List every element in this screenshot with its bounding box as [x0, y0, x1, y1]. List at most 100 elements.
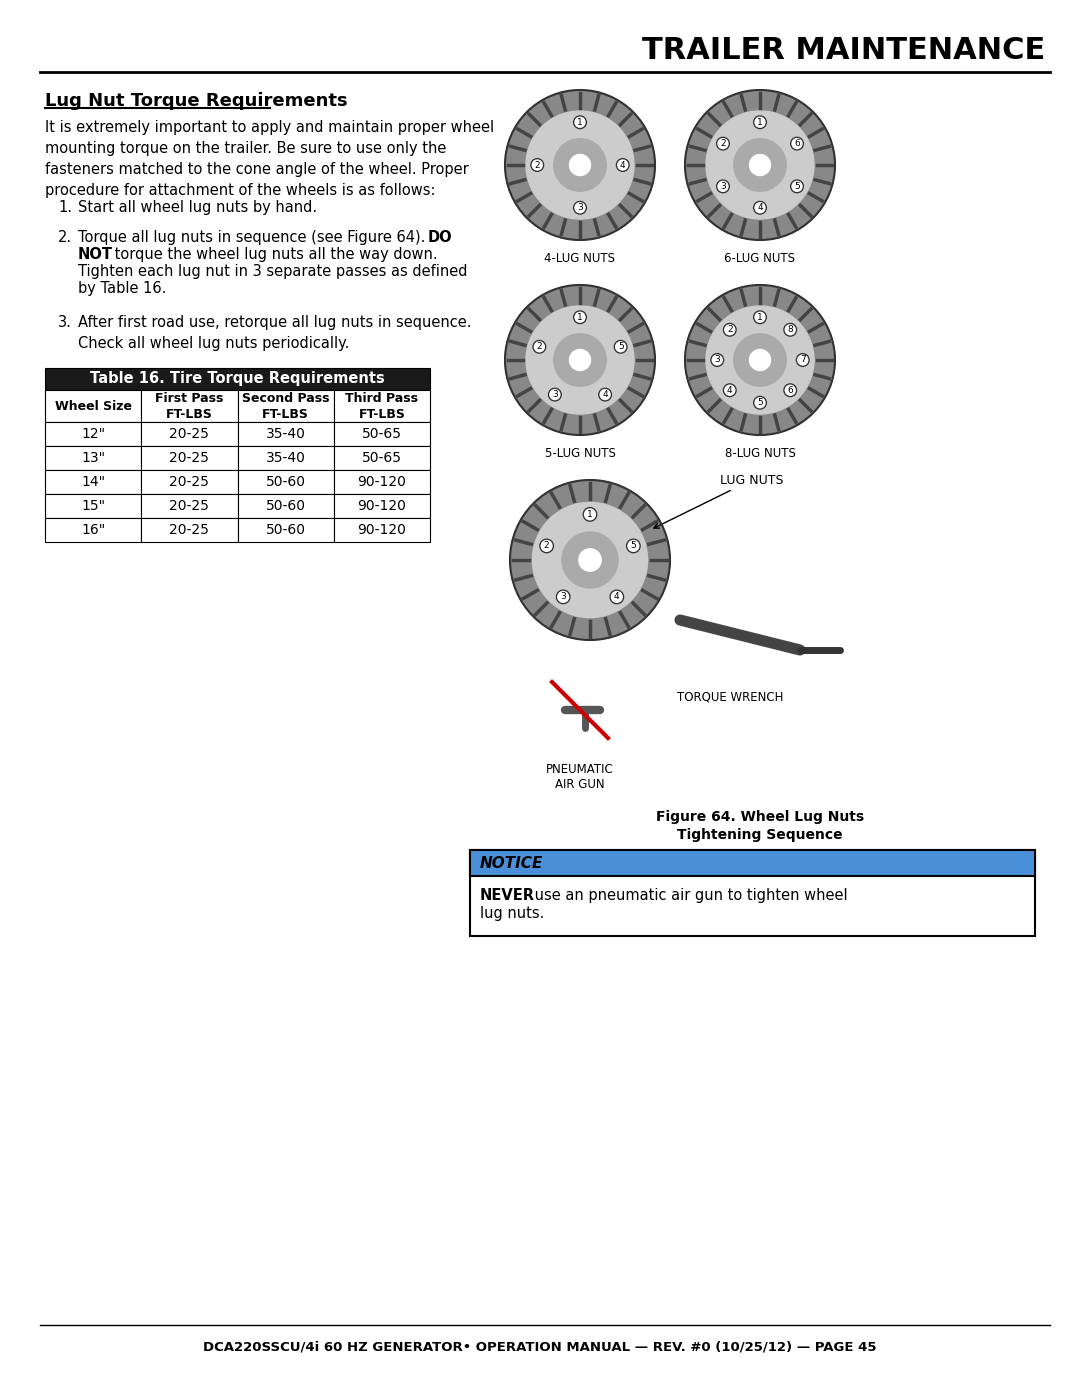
Circle shape: [733, 334, 786, 386]
Circle shape: [685, 285, 835, 434]
FancyBboxPatch shape: [334, 446, 430, 469]
Text: 20-25: 20-25: [170, 451, 210, 465]
Text: 2: 2: [537, 342, 542, 351]
Circle shape: [791, 137, 804, 149]
Text: 20-25: 20-25: [170, 427, 210, 441]
Circle shape: [784, 323, 797, 337]
Circle shape: [573, 312, 586, 324]
Text: by Table 16.: by Table 16.: [78, 281, 166, 296]
Circle shape: [505, 285, 654, 434]
FancyBboxPatch shape: [470, 849, 1035, 936]
Text: 4: 4: [757, 203, 762, 212]
Text: 2.: 2.: [58, 231, 72, 244]
Text: 3: 3: [561, 592, 566, 601]
Text: 2: 2: [727, 326, 732, 334]
Circle shape: [610, 590, 623, 604]
Circle shape: [754, 201, 767, 214]
Circle shape: [750, 155, 770, 176]
Text: DO: DO: [428, 231, 453, 244]
FancyBboxPatch shape: [141, 390, 238, 422]
FancyBboxPatch shape: [141, 518, 238, 542]
Text: Table 16. Tire Torque Requirements: Table 16. Tire Torque Requirements: [90, 372, 384, 387]
Text: After first road use, retorque all lug nuts in sequence.
Check all wheel lug nut: After first road use, retorque all lug n…: [78, 314, 472, 351]
Text: Torque all lug nuts in sequence (see Figure 64).: Torque all lug nuts in sequence (see Fig…: [78, 231, 430, 244]
Text: 90-120: 90-120: [357, 522, 406, 536]
Text: TRAILER MAINTENANCE: TRAILER MAINTENANCE: [642, 36, 1045, 66]
Text: 12": 12": [81, 427, 105, 441]
Circle shape: [706, 306, 814, 414]
FancyBboxPatch shape: [238, 422, 334, 446]
Text: 5: 5: [631, 542, 636, 550]
Text: 4: 4: [727, 386, 732, 395]
FancyBboxPatch shape: [238, 390, 334, 422]
Circle shape: [554, 334, 606, 386]
Text: 15": 15": [81, 499, 105, 513]
FancyBboxPatch shape: [45, 518, 141, 542]
FancyBboxPatch shape: [334, 422, 430, 446]
Text: TORQUE WRENCH: TORQUE WRENCH: [677, 690, 783, 703]
Text: NEVER: NEVER: [480, 888, 535, 902]
Circle shape: [540, 671, 620, 750]
Circle shape: [724, 384, 737, 397]
FancyBboxPatch shape: [334, 495, 430, 518]
Text: NOT: NOT: [78, 247, 113, 263]
Text: 3: 3: [714, 355, 720, 365]
Text: 50-60: 50-60: [266, 499, 306, 513]
Text: 4: 4: [615, 592, 620, 601]
Text: 4-LUG NUTS: 4-LUG NUTS: [544, 251, 616, 265]
FancyBboxPatch shape: [45, 367, 430, 390]
Text: Figure 64. Wheel Lug Nuts
Tightening Sequence: Figure 64. Wheel Lug Nuts Tightening Seq…: [656, 810, 864, 842]
Text: 3.: 3.: [58, 314, 72, 330]
Circle shape: [685, 89, 835, 240]
Text: LUG NUTS: LUG NUTS: [653, 474, 783, 528]
FancyBboxPatch shape: [334, 518, 430, 542]
Text: 16": 16": [81, 522, 105, 536]
Text: 1: 1: [577, 117, 583, 127]
Circle shape: [579, 549, 602, 571]
Text: 35-40: 35-40: [266, 427, 306, 441]
Text: 4: 4: [603, 390, 608, 400]
Circle shape: [526, 110, 634, 219]
Text: lug nuts.: lug nuts.: [480, 907, 544, 921]
Circle shape: [531, 159, 543, 172]
Text: 50-60: 50-60: [266, 522, 306, 536]
Text: 3: 3: [577, 203, 583, 212]
Text: 3: 3: [720, 182, 726, 191]
Text: 6: 6: [787, 386, 793, 395]
Text: Lug Nut Torque Requirements: Lug Nut Torque Requirements: [45, 92, 348, 110]
Circle shape: [717, 137, 729, 149]
Text: Wheel Size: Wheel Size: [55, 400, 132, 412]
Text: It is extremely important to apply and maintain proper wheel
mounting torque on : It is extremely important to apply and m…: [45, 120, 495, 198]
Circle shape: [717, 180, 729, 193]
Text: DCA220SSCU/4i 60 HZ GENERATOR• OPERATION MANUAL — REV. #0 (10/25/12) — PAGE 45: DCA220SSCU/4i 60 HZ GENERATOR• OPERATION…: [203, 1340, 877, 1354]
Text: 90-120: 90-120: [357, 499, 406, 513]
FancyBboxPatch shape: [238, 495, 334, 518]
Circle shape: [510, 481, 670, 640]
Circle shape: [573, 201, 586, 214]
Circle shape: [724, 323, 737, 337]
Circle shape: [532, 503, 648, 617]
Text: 1: 1: [577, 313, 583, 321]
Circle shape: [569, 349, 591, 370]
Text: use an pneumatic air gun to tighten wheel: use an pneumatic air gun to tighten whee…: [530, 888, 848, 902]
Text: 14": 14": [81, 475, 105, 489]
FancyBboxPatch shape: [238, 446, 334, 469]
Text: 3: 3: [552, 390, 557, 400]
Circle shape: [711, 353, 724, 366]
Text: First Pass
FT-LBS: First Pass FT-LBS: [156, 391, 224, 420]
Circle shape: [583, 507, 597, 521]
Circle shape: [549, 388, 562, 401]
Text: 90-120: 90-120: [357, 475, 406, 489]
Circle shape: [754, 397, 767, 409]
FancyBboxPatch shape: [45, 469, 141, 495]
Text: 7: 7: [800, 355, 806, 365]
FancyBboxPatch shape: [45, 422, 141, 446]
Text: 50-60: 50-60: [266, 475, 306, 489]
FancyBboxPatch shape: [334, 469, 430, 495]
FancyBboxPatch shape: [238, 518, 334, 542]
Text: PNEUMATIC
AIR GUN: PNEUMATIC AIR GUN: [546, 763, 613, 791]
Circle shape: [532, 341, 545, 353]
Text: torque the wheel lug nuts all the way down.: torque the wheel lug nuts all the way do…: [110, 247, 437, 263]
Circle shape: [626, 539, 640, 553]
FancyBboxPatch shape: [141, 422, 238, 446]
